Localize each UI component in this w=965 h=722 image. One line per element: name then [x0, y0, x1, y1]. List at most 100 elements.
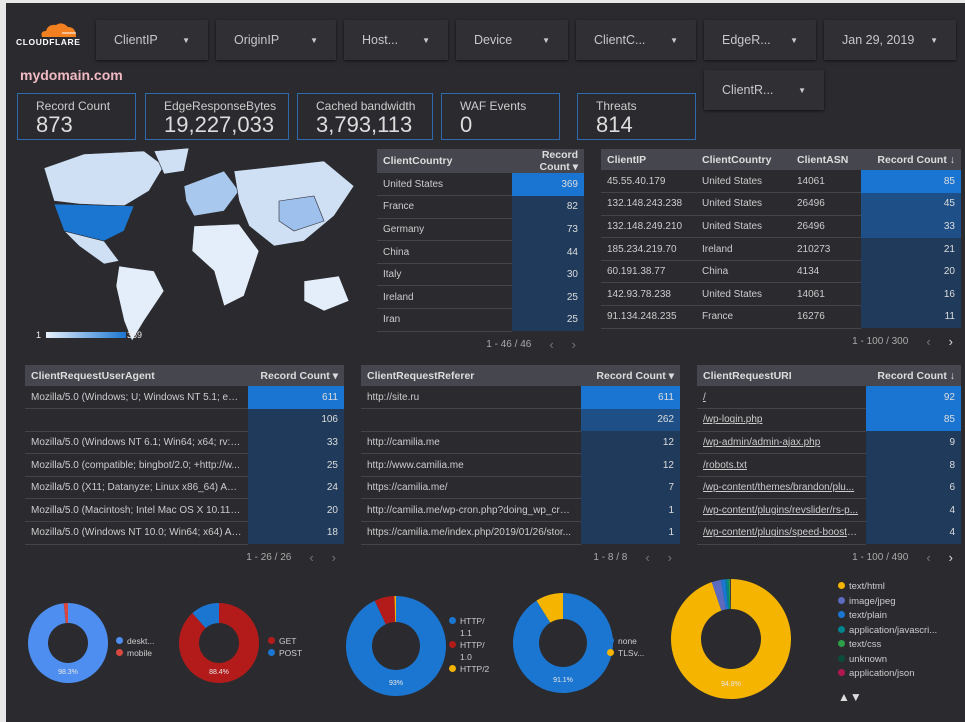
donut-slice[interactable]: [63, 603, 68, 624]
legend-item[interactable]: HTTP/ 1.0: [449, 639, 489, 663]
table-row[interactable]: 142.93.78.238 United States 14061 16: [601, 282, 961, 307]
legend-item[interactable]: text/html: [838, 580, 948, 595]
filter-dropdown[interactable]: Device ▼: [456, 20, 568, 60]
table-row[interactable]: Mozilla/5.0 (Windows NT 10.0; Win64; x64…: [25, 521, 344, 545]
legend-item[interactable]: unknown: [838, 653, 948, 668]
table-row[interactable]: http://www.camilia.me 12: [361, 453, 680, 477]
uri-link[interactable]: /: [703, 391, 706, 403]
column-header[interactable]: ClientASN: [791, 149, 861, 170]
filter-dropdown[interactable]: OriginIP ▼: [216, 20, 336, 60]
table-row[interactable]: /wp-content/plugins/speed-booste... 4: [697, 521, 961, 545]
table-row[interactable]: United States 369: [377, 173, 584, 197]
next-page-button[interactable]: ›: [948, 334, 953, 350]
donut-slice[interactable]: [179, 603, 259, 683]
prev-page-button[interactable]: ‹: [926, 550, 931, 566]
next-page-button[interactable]: ›: [948, 550, 953, 566]
column-header[interactable]: Record Count ↓: [861, 149, 961, 170]
prev-page-button[interactable]: ‹: [549, 337, 554, 353]
donut-slice[interactable]: [513, 593, 613, 693]
table-row[interactable]: Mozilla/5.0 (compatible; bingbot/2.0; +h…: [25, 453, 344, 477]
table-row[interactable]: Italy 30: [377, 263, 584, 287]
next-page-button[interactable]: ›: [571, 337, 576, 353]
table-row[interactable]: /wp-content/plugins/revslider/rs-p... 4: [697, 498, 961, 523]
table-row[interactable]: Mozilla/5.0 (X11; Datanyze; Linux x86_64…: [25, 476, 344, 500]
table-row[interactable]: 45.55.40.179 United States 14061 85: [601, 170, 961, 194]
donut-slice[interactable]: [720, 579, 729, 610]
table-row[interactable]: 106: [25, 408, 344, 432]
table-row[interactable]: https://camilia.me/7: [361, 476, 680, 500]
column-header[interactable]: Record Count ↓: [866, 365, 961, 386]
table-row[interactable]: Mozilla/5.0 (Windows NT 6.1; Win64; x64;…: [25, 431, 344, 455]
table-row[interactable]: China 44: [377, 240, 584, 264]
column-header[interactable]: Record Count ▾: [248, 365, 344, 386]
table-row[interactable]: Mozilla/5.0 (Macintosh; Intel Mac OS X 1…: [25, 498, 344, 523]
table-row[interactable]: / 92: [697, 386, 961, 410]
uri-link[interactable]: /wp-admin/admin-ajax.php: [703, 436, 821, 448]
filter-dropdown[interactable]: ClientC... ▼: [576, 20, 696, 60]
donut-slice[interactable]: [27, 603, 108, 683]
table-row[interactable]: Mozilla/5.0 (Windows; U; Windows NT 5.1;…: [25, 386, 344, 410]
donut-slice[interactable]: [536, 593, 563, 623]
table-row[interactable]: /wp-login.php 85: [697, 408, 961, 432]
filter-dropdown[interactable]: Jan 29, 2019 ▼: [824, 20, 956, 60]
legend-item[interactable]: HTTP/ 1.1: [449, 615, 489, 639]
legend-item[interactable]: HTTP/2: [449, 663, 489, 675]
table-row[interactable]: /wp-content/themes/brandon/plu... 6: [697, 476, 961, 500]
column-header[interactable]: ClientRequestUserAgent: [25, 365, 248, 386]
table-row[interactable]: 132.148.243.238 United States 26496 45: [601, 192, 961, 216]
donut-slice[interactable]: [374, 596, 396, 625]
donut-slice[interactable]: [671, 579, 791, 699]
column-header[interactable]: ClientRequestReferer: [361, 365, 581, 386]
donut-slice[interactable]: [192, 603, 219, 629]
uri-link[interactable]: /wp-content/plugins/revslider/rs-p...: [703, 504, 859, 516]
filter-dropdown[interactable]: ClientR... ▼: [704, 70, 824, 110]
prev-page-button[interactable]: ‹: [926, 334, 931, 350]
prev-page-button[interactable]: ‹: [645, 550, 650, 566]
donut-slice[interactable]: [394, 596, 396, 623]
legend-item[interactable]: text/css: [838, 638, 948, 653]
legend-item[interactable]: mobile: [116, 647, 156, 659]
table-row[interactable]: 185.234.219.70 Ireland 210273 21: [601, 237, 961, 261]
legend-item[interactable]: image/jpeg: [838, 595, 948, 610]
uri-link[interactable]: /wp-content/plugins/speed-booste...: [703, 527, 861, 539]
legend-pager-arrows[interactable]: ▲▼: [838, 689, 862, 704]
table-row[interactable]: http://site.ru 611: [361, 386, 680, 410]
column-header[interactable]: ClientCountry: [696, 149, 791, 170]
filter-dropdown[interactable]: Host... ▼: [344, 20, 448, 60]
legend-item[interactable]: text/plain: [838, 609, 948, 624]
filter-dropdown[interactable]: EdgeR... ▼: [704, 20, 816, 60]
column-header[interactable]: Record Count ▾: [581, 365, 680, 386]
table-row[interactable]: http://camilia.me/wp-cron.php?doing_wp_c…: [361, 498, 680, 523]
table-row[interactable]: Ireland 25: [377, 285, 584, 310]
uri-link[interactable]: /wp-content/themes/brandon/plu...: [703, 482, 855, 494]
table-row[interactable]: 91.134.248.235 France 16276 11: [601, 305, 961, 329]
column-header[interactable]: ClientRequestURI: [697, 365, 866, 386]
table-row[interactable]: https://camilia.me/index.php/2019/01/26/…: [361, 521, 680, 545]
table-row[interactable]: http://camilia.me 12: [361, 431, 680, 455]
legend-item[interactable]: application/json: [838, 667, 948, 682]
table-row[interactable]: 60.191.38.77 China 4134 20: [601, 260, 961, 284]
table-row[interactable]: /wp-admin/admin-ajax.php 9: [697, 431, 961, 455]
column-header[interactable]: ClientIP: [601, 149, 696, 170]
prev-page-button[interactable]: ‹: [309, 550, 314, 566]
uri-link[interactable]: /robots.txt: [703, 459, 747, 471]
legend-item[interactable]: POST: [268, 647, 308, 659]
column-header[interactable]: ClientCountry: [377, 149, 512, 173]
filter-dropdown[interactable]: ClientIP ▼: [96, 20, 208, 60]
table-row[interactable]: 262: [361, 408, 680, 432]
table-row[interactable]: Iran 25: [377, 308, 584, 332]
donut-slice[interactable]: [725, 579, 730, 610]
table-row[interactable]: 132.148.249.210 United States 26496 33: [601, 215, 961, 239]
next-page-button[interactable]: ›: [667, 550, 672, 566]
next-page-button[interactable]: ›: [331, 550, 336, 566]
table-row[interactable]: France 82: [377, 195, 584, 219]
uri-link[interactable]: /wp-login.php: [703, 414, 763, 426]
donut-slice[interactable]: [711, 579, 726, 611]
donut-slice[interactable]: [729, 579, 731, 610]
donut-slice[interactable]: [346, 596, 446, 696]
legend-item[interactable]: none: [607, 635, 647, 647]
column-header[interactable]: Record Count ▾: [512, 149, 584, 173]
legend-item[interactable]: deskt...: [116, 635, 156, 647]
donut-slice[interactable]: [728, 579, 731, 610]
legend-item[interactable]: GET: [268, 635, 308, 647]
